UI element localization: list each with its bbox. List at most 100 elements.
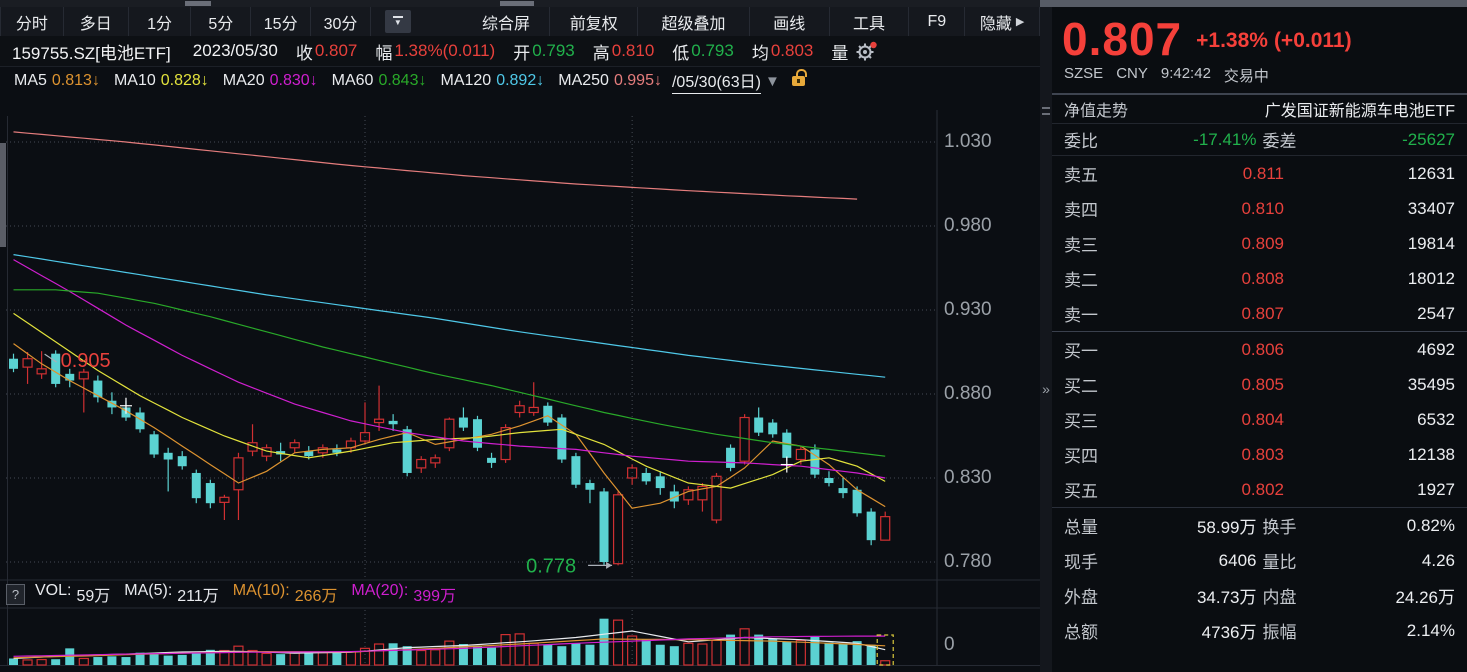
ask-5-row[interactable]: 卖五 0.811 12631 xyxy=(1064,163,1455,186)
price-block: 0.807 +1.38% (+0.011) xyxy=(1052,7,1467,63)
arrow-right-icon: ▶ xyxy=(1015,16,1025,28)
low-field: 低 0.793 xyxy=(672,39,734,64)
svg-text:0.778: 0.778 xyxy=(526,555,576,577)
tab-minute-chart[interactable]: 分时 xyxy=(0,7,64,36)
tab-super-overlay[interactable]: 超级叠加 xyxy=(638,7,750,36)
order-book: 卖五 0.811 12631 卖四 0.810 33407 卖三 0.809 1… xyxy=(1052,156,1467,507)
total-volume-row: 总量 58.99万 换手 0.82% xyxy=(1064,515,1455,538)
tab-tools[interactable]: 工具 xyxy=(830,7,910,36)
chart-date-range-button[interactable]: /05/30(63日) xyxy=(671,68,761,94)
turnover-row: 总额 4736万 振幅 2.14% xyxy=(1064,620,1455,643)
bid-2-row[interactable]: 买二 0.805 35495 xyxy=(1064,374,1455,397)
price-axis-label: 0.930 xyxy=(944,299,992,320)
tab-1min[interactable]: 1分 xyxy=(129,7,192,36)
top-strip-segment xyxy=(185,1,211,6)
panel-divider: » xyxy=(1040,7,1052,672)
weicha-value: -25627 xyxy=(1402,129,1455,149)
outer-inner-row: 外盘 34.73万 内盘 24.26万 xyxy=(1064,588,1455,607)
chevron-down-icon[interactable]: ▼ xyxy=(764,72,780,90)
ma20-value: 0.830↓ xyxy=(269,72,318,89)
bid-1-row[interactable]: 买一 0.806 4692 xyxy=(1052,331,1467,367)
chevron-down-icon: ▼ xyxy=(393,18,402,27)
volume-field: 量 xyxy=(831,39,848,64)
kline-chart-area[interactable]: 0.905 0.778 1.030 0.980 0.930 0.880 0.830… xyxy=(0,96,1040,672)
bid-3-row[interactable]: 买三 0.804 6532 xyxy=(1064,409,1455,432)
commission-ratio-row: 委比 -17.41% 委差 -25627 xyxy=(1052,124,1467,156)
close-label: 收 xyxy=(295,43,313,63)
tab-hide-label: 隐藏 xyxy=(979,15,1012,33)
dropdown-bar-icon xyxy=(392,16,403,18)
close-field: 收 0.807 xyxy=(296,39,358,64)
tab-30min[interactable]: 30分 xyxy=(311,7,371,36)
vol-ma20: MA(20): 399万 xyxy=(351,582,457,605)
high-value: 0.810 xyxy=(611,41,655,60)
tab-5min[interactable]: 5分 xyxy=(191,7,252,36)
help-button[interactable]: ? xyxy=(6,583,25,605)
ask-3-row[interactable]: 卖三 0.809 19814 xyxy=(1064,233,1455,256)
ma-legend-row: MA5 0.813↓ MA10 0.828↓ MA20 0.830↓ MA60 … xyxy=(0,66,1040,96)
tab-draw-line[interactable]: 画线 xyxy=(750,7,830,36)
divider-grip-icon xyxy=(1042,107,1050,115)
price-axis-label: 0.830 xyxy=(944,467,992,488)
top-strip-segment xyxy=(500,1,534,6)
weibi-value: -17.41% xyxy=(1193,129,1257,149)
ma20-label: MA20 xyxy=(222,72,265,89)
lock-icon[interactable] xyxy=(791,69,807,86)
trading-status: 交易中 xyxy=(1223,68,1269,85)
current-volume-row: 现手 6406 量比 4.26 xyxy=(1064,550,1455,573)
ask-1-row[interactable]: 卖一 0.807 2547 xyxy=(1064,303,1455,326)
avg-value: 0.803 xyxy=(770,41,814,60)
collapse-panel-handle[interactable]: » xyxy=(1042,381,1050,397)
tab-f9[interactable]: F9 xyxy=(909,7,966,36)
vol-ma5: MA(5): 211万 xyxy=(124,582,219,605)
tab-composite-screen[interactable]: 综合屏 xyxy=(463,7,551,36)
ma10-value: 0.828↓ xyxy=(160,72,209,89)
change-label: 幅 xyxy=(375,43,393,63)
ma60-value: 0.843↓ xyxy=(378,72,427,89)
price-axis-label: 0.880 xyxy=(944,383,992,404)
ask-2-row[interactable]: 卖二 0.808 18012 xyxy=(1064,268,1455,291)
ma250-value: 0.995↓ xyxy=(613,72,662,89)
close-value: 0.807 xyxy=(314,41,358,60)
ma120-label: MA120 xyxy=(440,72,492,89)
window-top-strip xyxy=(0,0,1040,7)
change-value: 1.38%(0.011) xyxy=(394,41,496,60)
vol-current: VOL: 59万 xyxy=(35,582,111,605)
period-dropdown-button[interactable]: ▼ xyxy=(384,10,411,33)
fund-name: 广发国证新能源车电池ETF xyxy=(1264,103,1455,120)
low-value: 0.793 xyxy=(691,41,734,60)
section-divider xyxy=(1052,93,1467,95)
window-top-strip-right xyxy=(1040,0,1467,7)
price-axis-label: 0.780 xyxy=(944,551,992,572)
vol-ma10: MA(10): 266万 xyxy=(232,582,338,605)
change-absolute: (+0.011) xyxy=(1273,29,1352,52)
avg-field: 均 0.803 xyxy=(752,39,814,64)
toolbar-spacer xyxy=(411,7,463,36)
settings-gear-icon[interactable] xyxy=(854,39,878,63)
tab-hide-panel[interactable]: 隐藏 ▶ xyxy=(965,7,1041,36)
avg-label: 均 xyxy=(751,43,769,63)
tab-multi-day[interactable]: 多日 xyxy=(64,7,129,36)
quote-summary-row: 159755.SZ[电池ETF] 2023/05/30 收 0.807 幅 1.… xyxy=(0,36,1040,67)
weibi-label: 委比 xyxy=(1064,132,1098,151)
tab-forward-adjusted[interactable]: 前复权 xyxy=(550,7,639,36)
bid-5-row[interactable]: 买五 0.802 1927 xyxy=(1064,479,1455,502)
stats-section: 总量 58.99万 换手 0.82% 现手 6406 量比 4.26 外盘 34… xyxy=(1052,507,1467,648)
volume-legend-row: ? VOL: 59万 MA(5): 211万 MA(10): 266万 MA(20):… xyxy=(6,582,470,606)
exchange-label: SZSE xyxy=(1064,65,1104,82)
tab-15min[interactable]: 15分 xyxy=(251,7,312,36)
low-label: 低 xyxy=(672,43,690,63)
ma250-label: MA250 xyxy=(558,72,609,89)
last-price: 0.807 xyxy=(1062,13,1183,65)
high-field: 高 0.810 xyxy=(593,39,655,64)
quote-date: 2023/05/30 xyxy=(192,41,278,60)
kline-chart-svg[interactable]: 0.905 0.778 xyxy=(0,96,1040,672)
nav-row[interactable]: 净值走势 广发国证新能源车电池ETF xyxy=(1052,95,1467,124)
open-field: 开 0.793 xyxy=(513,39,575,64)
ma120-value: 0.892↓ xyxy=(496,72,545,89)
symbol-label: 159755.SZ[电池ETF] xyxy=(12,43,171,63)
ask-4-row[interactable]: 卖四 0.810 33407 xyxy=(1064,198,1455,221)
bid-4-row[interactable]: 买四 0.803 12138 xyxy=(1064,444,1455,467)
change-percent: +1.38% xyxy=(1196,29,1268,52)
